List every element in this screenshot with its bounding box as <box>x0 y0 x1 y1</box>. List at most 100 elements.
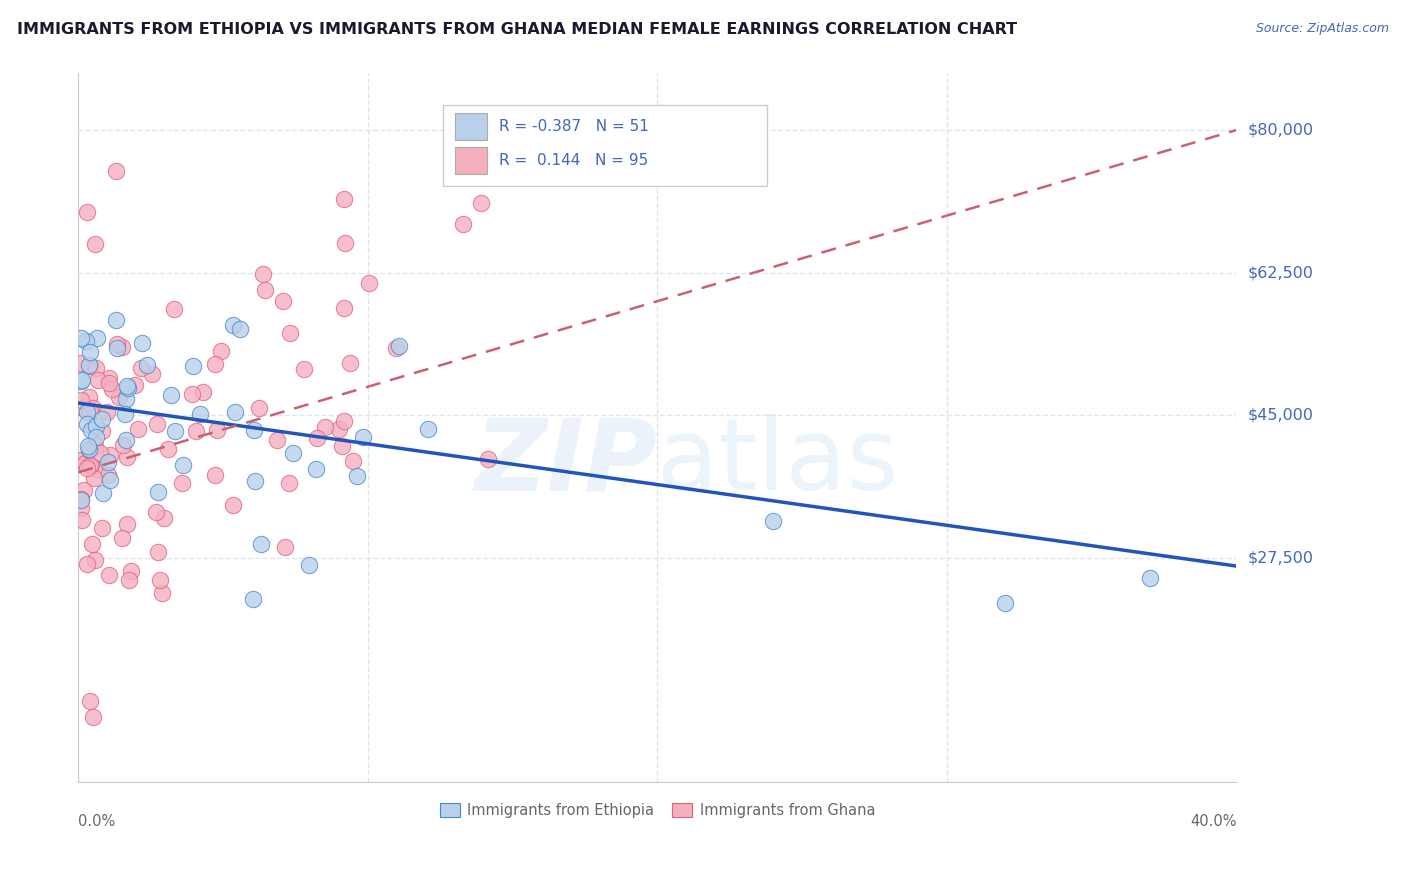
Point <box>242 591 264 606</box>
Point <box>243 423 266 437</box>
Point <box>82 536 104 550</box>
Text: IMMIGRANTS FROM ETHIOPIA VS IMMIGRANTS FROM GHANA MEDIAN FEMALE EARNINGS CORRELA: IMMIGRANTS FROM ETHIOPIA VS IMMIGRANTS F… <box>17 22 1017 37</box>
Point <box>91 486 114 500</box>
Point <box>160 388 183 402</box>
Point <box>124 377 146 392</box>
Point <box>305 431 328 445</box>
Point <box>98 567 121 582</box>
Point <box>451 217 474 231</box>
Point <box>79 458 101 472</box>
Point <box>84 237 107 252</box>
Point <box>247 401 270 416</box>
Point <box>79 442 101 457</box>
Point <box>314 419 336 434</box>
Point <box>190 407 212 421</box>
Point <box>333 414 356 428</box>
Point <box>76 204 98 219</box>
Point <box>153 510 176 524</box>
Point <box>346 469 368 483</box>
Point <box>70 501 93 516</box>
Text: $62,500: $62,500 <box>1247 265 1313 280</box>
Point <box>1139 571 1161 585</box>
Point <box>104 313 127 327</box>
Point <box>224 405 246 419</box>
Point <box>80 423 103 437</box>
Point <box>72 401 94 415</box>
Point <box>352 430 374 444</box>
Point <box>245 474 267 488</box>
Point <box>184 424 207 438</box>
Point <box>297 558 319 572</box>
Point <box>77 358 100 372</box>
Point <box>131 336 153 351</box>
Point <box>183 359 205 373</box>
Point <box>70 492 93 507</box>
Point <box>90 521 112 535</box>
Point <box>305 462 328 476</box>
Point <box>191 384 214 399</box>
Point <box>76 417 98 431</box>
Point <box>333 301 356 316</box>
Point <box>115 433 138 447</box>
Point <box>388 339 411 353</box>
Point <box>118 573 141 587</box>
Point <box>470 196 492 211</box>
Text: R = -0.387   N = 51: R = -0.387 N = 51 <box>499 120 648 135</box>
Point <box>89 445 111 459</box>
FancyBboxPatch shape <box>454 113 486 140</box>
Point <box>70 452 93 467</box>
Point <box>204 358 226 372</box>
Point <box>76 460 98 475</box>
Point <box>145 417 167 432</box>
Point <box>274 541 297 555</box>
Point <box>77 391 100 405</box>
Text: 0.0%: 0.0% <box>79 814 115 829</box>
Point <box>84 361 107 376</box>
Point <box>98 376 121 390</box>
Point <box>98 448 121 462</box>
Point <box>84 439 107 453</box>
Point <box>157 442 180 456</box>
Point <box>281 446 304 460</box>
Point <box>250 537 273 551</box>
Point <box>222 498 245 512</box>
Point <box>162 301 184 316</box>
Point <box>100 382 122 396</box>
Point <box>222 318 245 332</box>
Point <box>79 404 101 418</box>
Point <box>115 379 138 393</box>
Point <box>170 476 193 491</box>
Point <box>75 456 97 470</box>
Point <box>77 440 100 454</box>
Point <box>418 422 440 436</box>
Point <box>148 485 170 500</box>
Point <box>76 405 98 419</box>
Point <box>252 267 274 281</box>
Point <box>271 293 294 308</box>
Point <box>84 418 107 433</box>
Text: atlas: atlas <box>658 415 898 511</box>
Point <box>82 401 104 415</box>
Text: ZIP: ZIP <box>474 415 658 511</box>
Point <box>278 326 301 340</box>
FancyBboxPatch shape <box>454 147 486 174</box>
Point <box>97 467 120 482</box>
Point <box>333 192 356 206</box>
Point <box>79 359 101 373</box>
Point <box>70 373 93 387</box>
Point <box>117 450 139 465</box>
Point <box>105 336 128 351</box>
Point <box>108 390 131 404</box>
Point <box>83 471 105 485</box>
Point <box>339 356 361 370</box>
Point <box>76 557 98 571</box>
Point <box>70 331 93 345</box>
Point <box>70 356 93 370</box>
Point <box>477 452 499 467</box>
Point <box>181 387 204 401</box>
Point <box>278 475 301 490</box>
Point <box>70 374 93 388</box>
Text: $27,500: $27,500 <box>1247 550 1313 566</box>
Point <box>114 408 136 422</box>
Point <box>87 373 110 387</box>
